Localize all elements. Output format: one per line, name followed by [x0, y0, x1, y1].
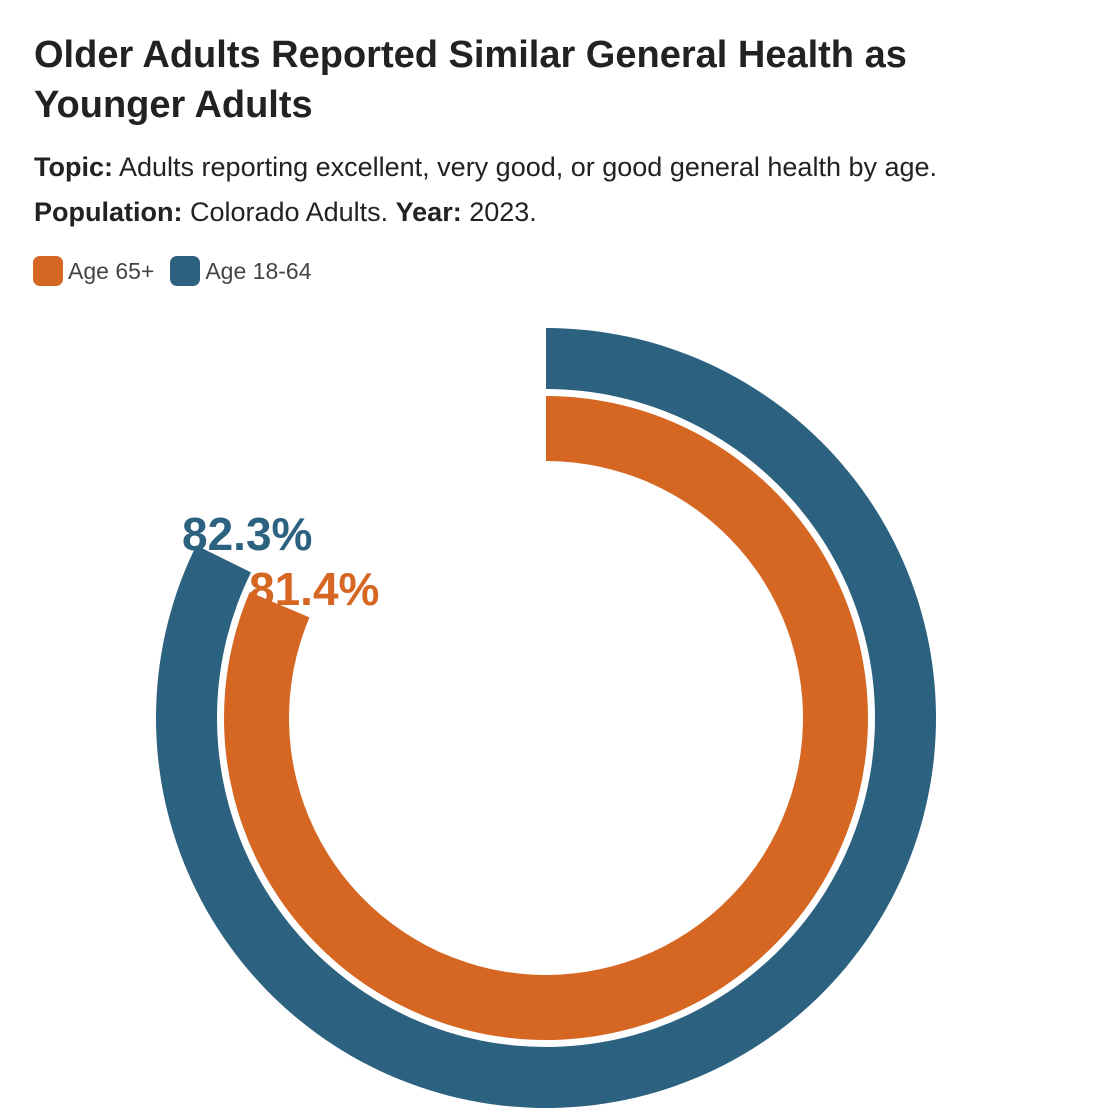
legend-item-age-65-plus[interactable]: Age 65+ — [33, 256, 154, 286]
topic-text: Adults reporting excellent, very good, o… — [119, 152, 938, 182]
legend: Age 65+ Age 18-64 — [33, 256, 311, 286]
legend-swatch-age-18-64 — [170, 256, 201, 286]
legend-label-age-18-64: Age 18-64 — [205, 257, 312, 284]
value-label-age-65-plus: 81.4% — [249, 563, 379, 615]
chart-title: Older Adults Reported Similar General He… — [34, 34, 907, 126]
population-text: Colorado Adults. — [190, 197, 389, 227]
legend-label-age-65-plus: Age 65+ — [68, 257, 155, 284]
topic-label: Topic: — [34, 152, 113, 182]
year-text: 2023. — [469, 197, 537, 227]
value-label-age-18-64: 82.3% — [182, 508, 312, 560]
population-line: Population: Colorado Adults. Year: 2023. — [34, 195, 537, 229]
population-label: Population: — [34, 197, 183, 227]
legend-item-age-18-64[interactable]: Age 18-64 — [170, 256, 311, 286]
year-label: Year: — [395, 197, 462, 227]
arc-age-65-plus[interactable] — [223, 396, 869, 1040]
legend-swatch-age-65-plus — [33, 256, 63, 286]
topic-line: Topic: Adults reporting excellent, very … — [34, 150, 937, 184]
